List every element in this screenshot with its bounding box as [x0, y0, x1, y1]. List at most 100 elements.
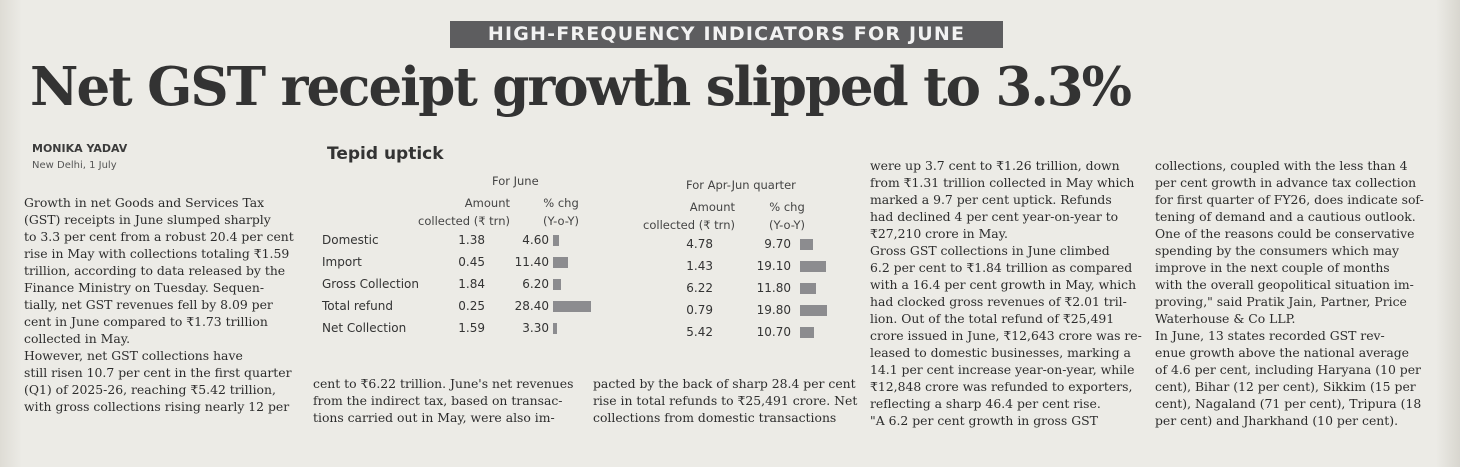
article-line: cent in June compared to ₹1.73 trillion [24, 314, 268, 329]
group-header-quarter: For Apr-Jun quarter [686, 178, 796, 192]
col-header-amount-line1: Amount [464, 196, 510, 210]
article-line: pacted by the back of sharp 28.4 per cen… [593, 376, 856, 391]
june-chg: 11.40 [514, 255, 549, 269]
col-header-amount-june: Amount collected (₹ trn) [418, 194, 510, 230]
quarter-chg-bar [800, 261, 826, 272]
col-header-chg-line1: % chg [543, 196, 579, 210]
quarter-chg-bar [800, 239, 814, 250]
article-line: rise in total refunds to ₹25,491 crore. … [593, 393, 858, 408]
page-edge-shadow [1436, 0, 1460, 467]
article-line: improve in the next couple of months [1155, 260, 1390, 275]
article-line: (Q1) of 2025-26, reaching ₹5.42 trillion… [24, 382, 276, 397]
col-header-chg-quarter: % chg (Y-o-Y) [757, 198, 817, 234]
row-label: Total refund [322, 299, 393, 313]
june-chg-bar [553, 301, 592, 312]
article-line: of 4.6 per cent, including Haryana (10 p… [1155, 362, 1421, 377]
col-header-amount-quarter: Amount collected (₹ trn) [643, 198, 735, 234]
article-line: However, net GST collections have [24, 348, 243, 363]
article-line: cent), Bihar (12 per cent), Sikkim (15 p… [1155, 379, 1416, 394]
article-line: In June, 13 states recorded GST rev- [1155, 328, 1385, 343]
quarter-chg: 19.80 [756, 303, 791, 317]
article-line: collected in May. [24, 331, 131, 346]
quarter-amount: 5.42 [686, 325, 713, 339]
article-line: rise in May with collections totaling ₹1… [24, 246, 290, 261]
article-line: for first quarter of FY26, does indicate… [1155, 192, 1424, 207]
article-line: Finance Ministry on Tuesday. Sequen- [24, 280, 265, 295]
june-amount: 1.59 [458, 321, 485, 335]
quarter-chg: 11.80 [756, 281, 791, 295]
article-line: were up 3.7 cent to ₹1.26 trillion, down [870, 158, 1120, 173]
quarter-chg: 19.10 [756, 259, 791, 273]
article-column-5: collections, coupled with the less than … [1155, 157, 1424, 429]
june-chg-bar [553, 279, 562, 290]
june-amount: 1.38 [458, 233, 485, 247]
quarter-amount: 1.43 [686, 259, 713, 273]
quarter-amount: 4.78 [686, 237, 713, 251]
article-line: with gross collections rising nearly 12 … [24, 399, 290, 414]
article-line: to 3.3 per cent from a robust 20.4 per c… [24, 229, 294, 244]
row-label: Domestic [322, 233, 379, 247]
article-line: per cent growth in advance tax collectio… [1155, 175, 1417, 190]
article-line: 14.1 per cent increase year-on-year, whi… [870, 362, 1135, 377]
col-header-amount-line2: collected (₹ trn) [418, 214, 510, 228]
page-gutter-shadow [0, 0, 22, 467]
june-amount: 0.45 [458, 255, 485, 269]
quarter-amount: 6.22 [686, 281, 713, 295]
quarter-amount: 0.79 [686, 303, 713, 317]
article-column-2: cent to ₹6.22 trillion. June's net reven… [313, 375, 573, 426]
article-line: with the overall geopolitical situation … [1155, 277, 1414, 292]
col-header-chg-line2: (Y-o-Y) [768, 218, 806, 232]
quarter-chg-bar [800, 305, 827, 316]
article-column-1: Growth in net Goods and Services Tax (GST… [24, 194, 294, 415]
article-line: from ₹1.31 trillion collected in May whi… [870, 175, 1135, 190]
byline-dateline: New Delhi, 1 July [32, 160, 117, 171]
june-chg: 28.40 [514, 299, 549, 313]
article-column-3: pacted by the back of sharp 28.4 per cen… [593, 375, 857, 426]
article-line: enue growth above the national average [1155, 345, 1409, 360]
article-line: marked a 9.7 per cent uptick. Refunds [870, 192, 1112, 207]
headline: Net GST receipt growth slipped to 3.3% [30, 56, 1132, 118]
article-line: Gross GST collections in June climbed [870, 243, 1110, 258]
section-kicker: HIGH-FREQUENCY INDICATORS FOR JUNE [450, 21, 1003, 48]
quarter-chg-bar [800, 283, 816, 294]
article-line: Waterhouse & Co LLP. [1155, 311, 1296, 326]
article-line: from the indirect tax, based on transac- [313, 393, 563, 408]
june-amount: 0.25 [458, 299, 485, 313]
quarter-chg: 9.70 [764, 237, 791, 251]
byline-author: MONIKA YADAV [32, 142, 128, 155]
june-amount: 1.84 [458, 277, 485, 291]
col-header-chg-line2: (Y-o-Y) [542, 214, 580, 228]
row-label: Import [322, 255, 362, 269]
article-line: reflecting a sharp 46.4 per cent rise. [870, 396, 1101, 411]
article-line: with a 16.4 per cent growth in May, whic… [870, 277, 1137, 292]
article-line: proving," said Pratik Jain, Partner, Pri… [1155, 294, 1407, 309]
article-line: collections, coupled with the less than … [1155, 158, 1408, 173]
article-line: "A 6.2 per cent growth in gross GST [870, 413, 1098, 428]
article-line: per cent) and Jharkhand (10 per cent). [1155, 413, 1399, 428]
group-header-june: For June [492, 174, 539, 188]
article-line: tially, net GST revenues fell by 8.09 pe… [24, 297, 273, 312]
article-line: leased to domestic businesses, marking a [870, 345, 1131, 360]
article-line: spending by the consumers which may [1155, 243, 1400, 258]
article-line: cent), Nagaland (71 per cent), Tripura (… [1155, 396, 1422, 411]
article-line: One of the reasons could be conservative [1155, 226, 1415, 241]
article-line: Growth in net Goods and Services Tax [24, 195, 265, 210]
article-line: had clocked gross revenues of ₹2.01 tril… [870, 294, 1127, 309]
article-line: ₹12,848 crore was refunded to exporters, [870, 379, 1133, 394]
june-chg: 3.30 [522, 321, 549, 335]
article-line: tening of demand and a cautious outlook. [1155, 209, 1416, 224]
article-line: 6.2 per cent to ₹1.84 trillion as compar… [870, 260, 1133, 275]
article-line: lion. Out of the total refund of ₹25,491 [870, 311, 1115, 326]
article-line: still risen 10.7 per cent in the first q… [24, 365, 292, 380]
article-line: tions carried out in May, were also im- [313, 410, 555, 425]
june-chg: 4.60 [522, 233, 549, 247]
article-column-4: were up 3.7 cent to ₹1.26 trillion, down… [870, 157, 1142, 429]
graphic-title: Tepid uptick [327, 144, 444, 164]
june-chg-bar [553, 323, 558, 334]
june-chg-bar [553, 257, 569, 268]
article-line: trillion, according to data released by … [24, 263, 286, 278]
row-label: Net Collection [322, 321, 407, 335]
col-header-amount-line1: Amount [689, 200, 735, 214]
col-header-chg-june: % chg (Y-o-Y) [531, 194, 591, 230]
article-line: had declined 4 per cent year-on-year to [870, 209, 1119, 224]
